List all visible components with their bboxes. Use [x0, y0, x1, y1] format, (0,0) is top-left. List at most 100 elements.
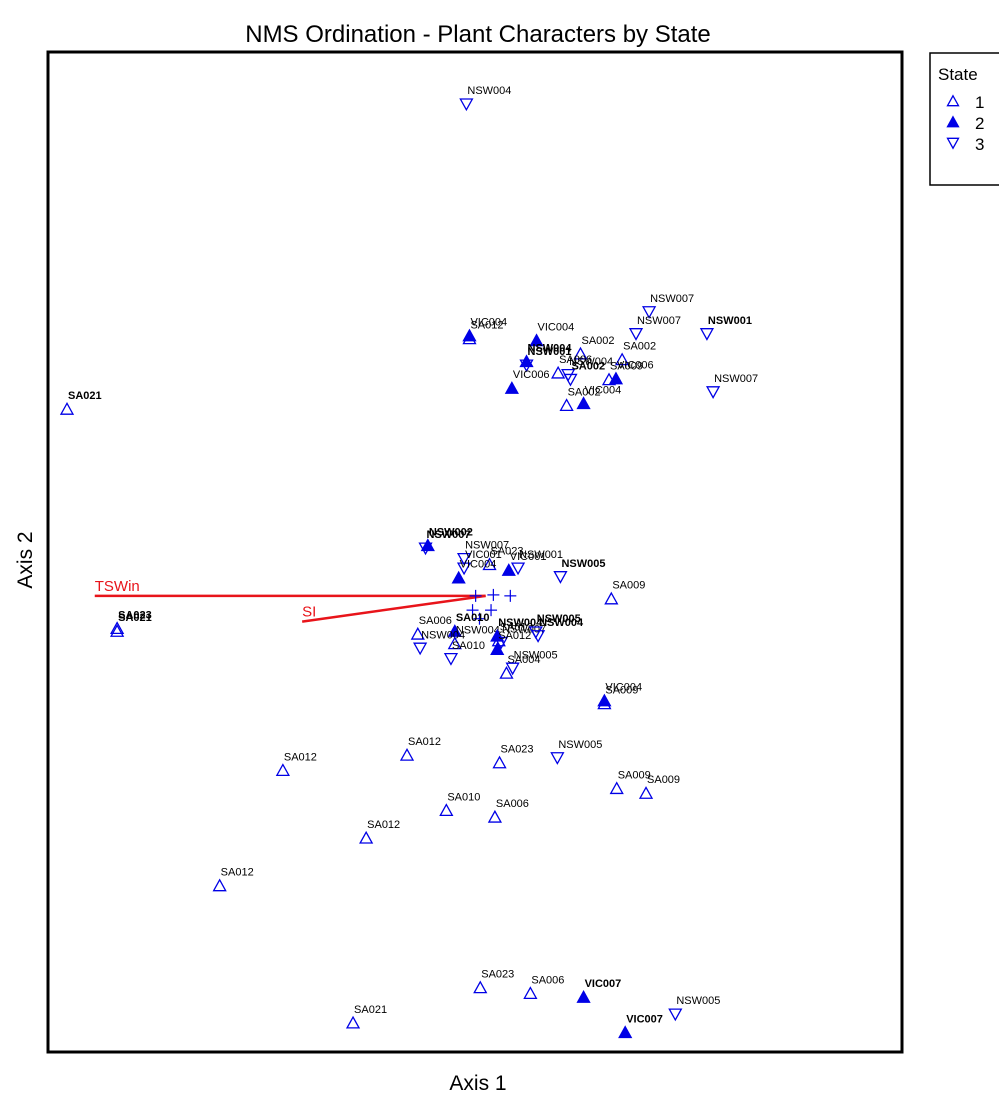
legend-title: State — [938, 65, 978, 84]
point-label: NSW005 — [561, 558, 605, 570]
data-point: NSW001 — [699, 315, 752, 341]
point-label: SA012 — [221, 867, 254, 879]
point-marker-state-3 — [459, 98, 474, 112]
point-label: SA006 — [419, 615, 452, 627]
point-marker-state-2 — [490, 642, 505, 655]
centroid-marker — [504, 589, 517, 602]
x-axis-label: Axis 1 — [449, 1072, 506, 1095]
point-label: VIC001 — [510, 551, 547, 563]
legend-label: 2 — [975, 114, 984, 133]
data-point: SA012 — [359, 819, 400, 844]
data-point: SA010 — [443, 640, 485, 666]
point-label: SA009 — [612, 580, 645, 592]
point-marker-state-3 — [510, 562, 526, 576]
vector-si — [301, 594, 486, 623]
data-point: SA012 — [490, 630, 531, 655]
legend: State 1 2 3 — [929, 52, 999, 186]
data-point: SA023 — [492, 744, 534, 769]
point-label: NSW005 — [514, 649, 558, 661]
point-marker-state-3 — [563, 373, 578, 387]
point-marker-state-3 — [530, 630, 546, 643]
point-marker-state-1 — [551, 365, 566, 379]
point-label: NSW007 — [637, 315, 681, 327]
data-point: NSW005 — [550, 739, 602, 765]
point-label: VIC004 — [460, 559, 497, 571]
point-label: NSW007 — [714, 373, 758, 385]
data-point: VIC007 — [576, 978, 621, 1003]
data-point: SA021 — [345, 1004, 387, 1029]
point-label: NSW004 — [528, 342, 573, 354]
point-label: NSW005 — [558, 739, 602, 751]
point-label: NSW004 — [456, 625, 500, 637]
data-point: SA006 — [523, 974, 564, 1000]
point-marker-state-1 — [559, 398, 574, 412]
point-marker-state-3 — [443, 653, 459, 666]
data-point: VIC001 — [501, 551, 547, 576]
point-marker-state-1 — [447, 636, 462, 650]
data-point: SA009 — [609, 769, 651, 795]
point-label: NSW001 — [519, 549, 563, 561]
point-label: SA010 — [452, 640, 485, 652]
point-marker-state-3 — [505, 662, 520, 676]
point-marker-state-1 — [609, 781, 624, 795]
point-marker-state-1 — [59, 402, 75, 415]
point-marker-state-1 — [359, 830, 374, 844]
point-label: SA009 — [605, 685, 638, 697]
point-label: SA023 — [501, 744, 534, 756]
point-marker-state-1 — [110, 621, 125, 635]
data-point: VIC006 — [504, 369, 550, 394]
point-label: SA021 — [118, 612, 152, 624]
legend-entry: 1 — [946, 93, 984, 112]
point-marker-state-1 — [110, 624, 125, 637]
point-label: SA006 — [531, 974, 564, 986]
point-label: SA002 — [581, 335, 614, 347]
point-marker-state-1 — [604, 591, 619, 605]
point-marker-state-3 — [550, 752, 565, 765]
point-label: SA021 — [68, 390, 102, 402]
point-marker-state-2 — [576, 396, 591, 410]
y-axis-label: Axis 2 — [14, 531, 37, 588]
point-label: VIC006 — [513, 369, 550, 381]
point-marker-state-3 — [668, 1008, 683, 1022]
data-point: SA006 — [487, 798, 529, 823]
point-label: SA012 — [408, 736, 441, 748]
data-point: SA021 — [59, 390, 102, 415]
point-label: NSW007 — [427, 529, 471, 541]
legend-entry: 2 — [946, 114, 984, 133]
data-point: SA023 — [473, 969, 514, 994]
data-point: VIC001 — [456, 549, 502, 576]
data-point: NSW007 — [642, 293, 694, 319]
point-label: SA006 — [496, 798, 529, 810]
point-marker-state-2 — [447, 624, 462, 637]
data-point: SA023 — [482, 545, 524, 571]
point-label: VIC004 — [585, 384, 622, 396]
data-point: SA002 — [563, 361, 605, 387]
point-label: SA012 — [284, 751, 317, 763]
data-point: SA002 — [573, 335, 615, 360]
point-marker-state-3 — [493, 636, 509, 650]
data-point: SA012 — [275, 751, 317, 777]
data-point: VIC004 — [451, 559, 497, 584]
point-marker-state-1 — [482, 557, 497, 571]
data-point: SA006 — [551, 354, 592, 379]
point-label: NSW004 — [467, 85, 511, 97]
point-marker-state-2 — [420, 538, 435, 552]
data-point: SA023 — [110, 609, 152, 635]
point-marker-state-3 — [456, 562, 472, 576]
data-point: NSW005 — [668, 995, 720, 1022]
point-label: SA010 — [447, 791, 480, 803]
point-marker-state-3 — [705, 386, 721, 399]
data-point: SA010 — [447, 612, 489, 637]
point-label: SA002 — [623, 341, 656, 353]
chart-title: NMS Ordination - Plant Characters by Sta… — [245, 21, 711, 48]
point-label: NSW004 — [569, 356, 613, 368]
point-label: SA009 — [610, 361, 643, 373]
point-marker-state-2 — [462, 328, 477, 342]
point-label: SA023 — [481, 969, 514, 981]
point-label: SA009 — [618, 769, 651, 781]
data-point: VIC006 — [608, 360, 654, 385]
data-point: NSW004 — [447, 625, 500, 650]
point-marker-state-3 — [642, 306, 657, 319]
